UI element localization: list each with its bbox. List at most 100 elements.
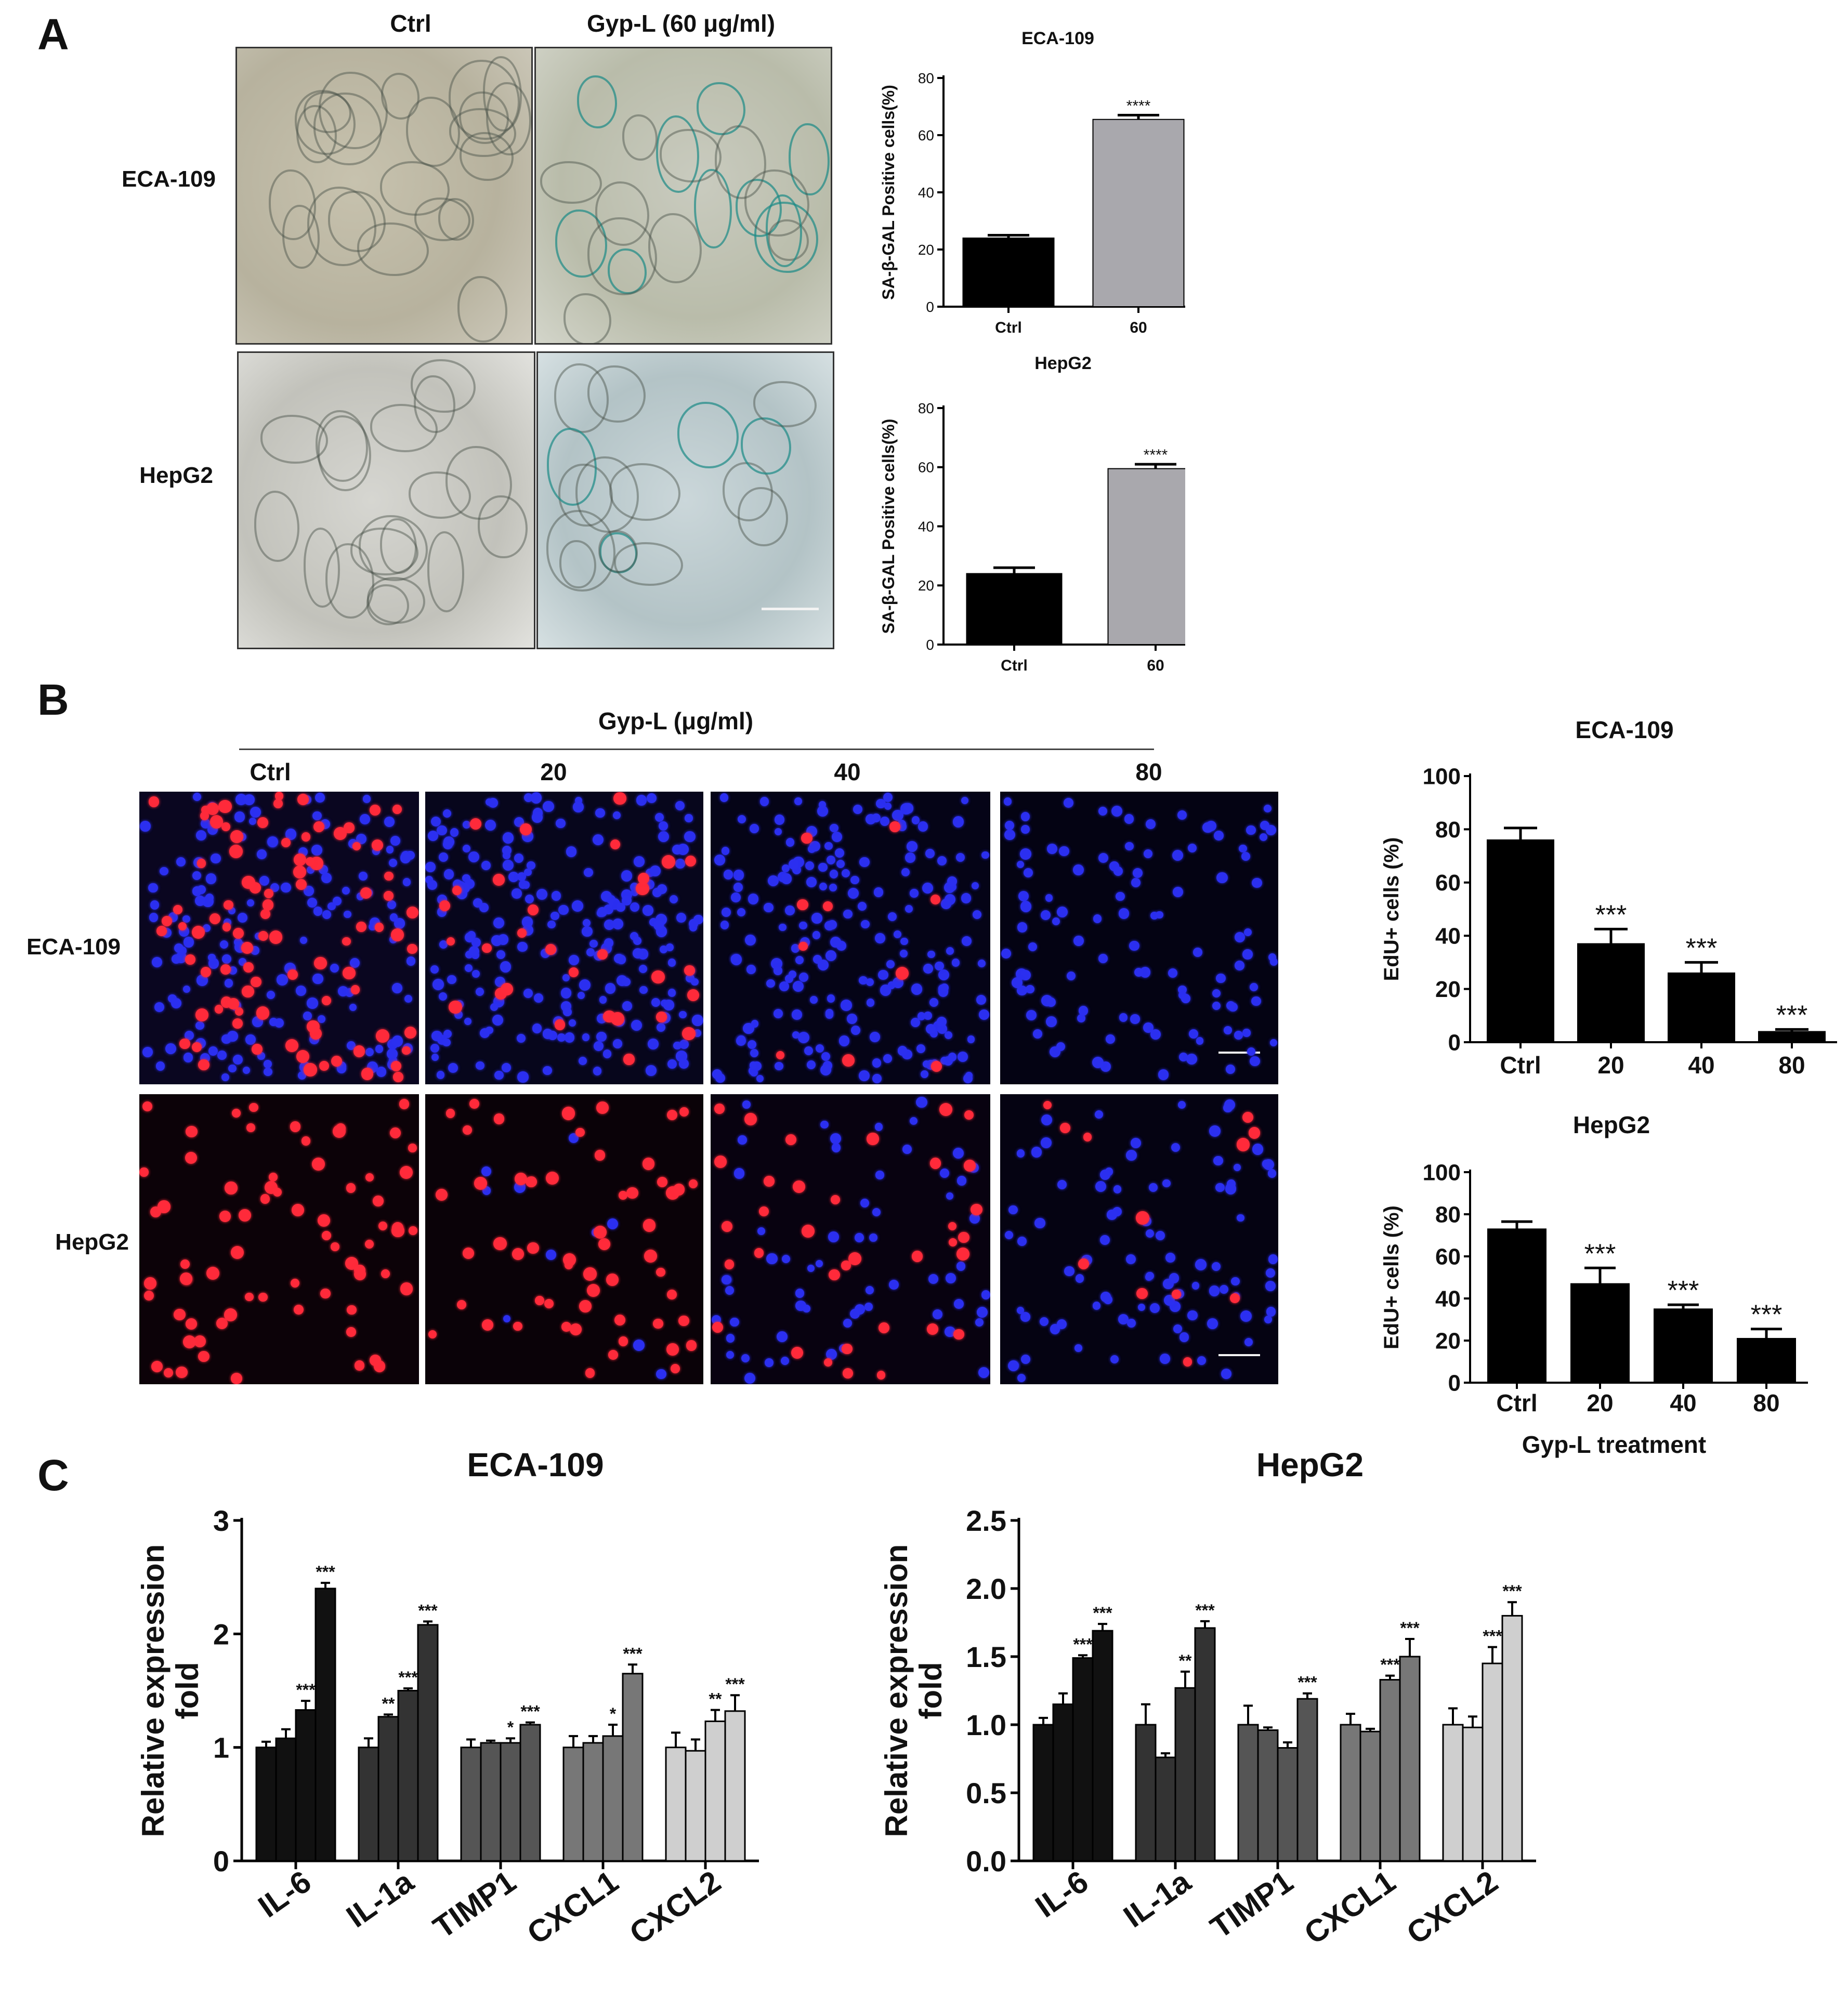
nucleus: [1092, 1302, 1101, 1310]
bar: [519, 1724, 541, 1862]
nucleus: [642, 905, 653, 916]
nucleus: [292, 1203, 305, 1217]
nucleus: [726, 1351, 734, 1359]
nucleus: [876, 798, 886, 809]
y-tick-label: 0: [926, 637, 934, 653]
nucleus: [513, 1321, 522, 1331]
nucleus: [846, 1013, 858, 1025]
nucleus: [175, 1366, 188, 1379]
nucleus: [372, 839, 384, 851]
nucleus: [186, 1318, 197, 1330]
cell: [380, 518, 417, 574]
nucleus: [650, 865, 661, 876]
nucleus: [430, 1043, 439, 1053]
nucleus: [853, 804, 863, 815]
nucleus: [1031, 1147, 1042, 1158]
nucleus: [527, 1242, 539, 1254]
nucleus: [468, 946, 480, 957]
nucleus: [722, 907, 731, 917]
nucleus: [723, 1276, 731, 1284]
cell: [296, 104, 337, 164]
nucleus: [1155, 911, 1163, 919]
nucleus: [841, 869, 850, 877]
nucleus: [1226, 1001, 1236, 1010]
nucleus: [492, 1014, 504, 1026]
bar: [1399, 1656, 1421, 1862]
nucleus: [597, 949, 608, 960]
nucleus: [575, 1127, 585, 1137]
nucleus: [774, 966, 782, 975]
nucleus: [200, 967, 211, 978]
nucleus: [331, 1055, 342, 1067]
x-tick-label: TIMP1: [427, 1864, 522, 1945]
nucleus: [554, 1019, 566, 1030]
nucleus: [195, 1008, 208, 1022]
y-tick-label: 80: [918, 400, 934, 416]
bar: [1482, 1662, 1503, 1862]
nucleus: [1239, 844, 1247, 853]
nucleus: [799, 921, 808, 930]
nucleus: [1017, 922, 1028, 933]
nucleus: [526, 1176, 537, 1188]
nucleus: [653, 920, 664, 930]
nucleus: [527, 861, 536, 870]
x-tick-label: CXCL1: [1298, 1864, 1402, 1951]
nucleus: [1060, 1122, 1071, 1133]
significance-label: ****: [1126, 98, 1151, 115]
nucleus: [646, 793, 657, 803]
nucleus: [832, 831, 843, 842]
cell: [622, 114, 658, 161]
nucleus: [819, 883, 828, 891]
y-tick-label: 40: [918, 518, 934, 534]
bar: [358, 1747, 379, 1862]
nucleus: [301, 1136, 311, 1146]
nucleus: [242, 986, 254, 998]
nucleus: [314, 956, 327, 970]
nucleus: [971, 882, 979, 889]
nucleus: [791, 944, 800, 953]
nucleus: [658, 821, 668, 831]
x-tick-label: CXCL2: [1400, 1864, 1504, 1951]
nucleus: [1252, 877, 1262, 888]
nucleus: [384, 891, 394, 901]
nucleus: [530, 792, 542, 804]
nucleus: [792, 1180, 806, 1193]
nucleus: [1202, 822, 1213, 833]
bar: [562, 1747, 584, 1862]
nucleus: [1145, 1229, 1154, 1238]
nucleus: [878, 969, 888, 980]
nucleus: [182, 985, 191, 993]
nucleus: [392, 805, 402, 815]
nucleus: [234, 1007, 243, 1016]
nucleus: [1020, 901, 1032, 913]
nucleus: [636, 795, 647, 806]
nucleus: [192, 871, 202, 880]
nucleus: [930, 895, 940, 905]
nucleus: [221, 1073, 229, 1081]
nucleus: [604, 919, 615, 930]
micrograph-b-eca109-40: [711, 792, 990, 1084]
nucleus: [766, 1253, 778, 1265]
significance-label: ****: [1144, 447, 1168, 464]
cell: [427, 531, 465, 612]
nucleus: [399, 1166, 413, 1179]
nucleus: [615, 902, 625, 912]
nucleus: [1265, 1268, 1276, 1278]
nucleus: [1267, 1169, 1277, 1178]
nucleus: [274, 792, 284, 800]
nucleus: [682, 1027, 696, 1041]
nucleus: [961, 893, 971, 903]
nucleus: [378, 1221, 387, 1230]
nucleus: [911, 816, 920, 824]
nucleus: [792, 1031, 800, 1039]
nucleus: [1213, 831, 1224, 841]
nucleus: [1056, 1319, 1067, 1330]
nucleus: [850, 875, 860, 885]
y-tick-label: 40: [1435, 924, 1461, 949]
nucleus: [1171, 1289, 1181, 1299]
nucleus: [604, 938, 613, 948]
nucleus: [1110, 1355, 1119, 1364]
nucleus: [1105, 1034, 1116, 1044]
nucleus: [1026, 985, 1034, 994]
nucleus: [956, 1248, 970, 1261]
